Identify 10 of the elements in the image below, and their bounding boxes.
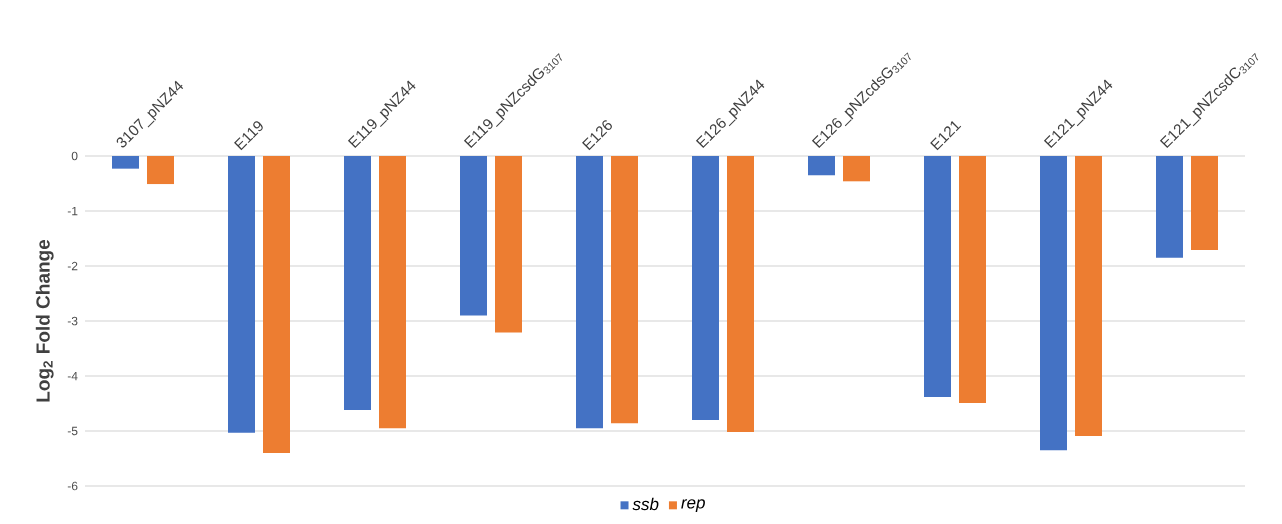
y-tick-label: -2 bbox=[67, 261, 78, 271]
y-axis-title: Log$_{2}$ Fold Change bbox=[35, 239, 54, 402]
legend-label: ssb bbox=[632, 497, 659, 511]
y-tick-label: -3 bbox=[67, 316, 78, 326]
y-tick-label: -4 bbox=[67, 371, 78, 381]
legend-label: rep bbox=[681, 499, 705, 512]
y-tick-label: -1 bbox=[67, 206, 78, 216]
y-tick-label: -6 bbox=[67, 481, 78, 491]
y-tick-label: -5 bbox=[67, 426, 78, 436]
y-tick-label: 0 bbox=[71, 151, 78, 161]
